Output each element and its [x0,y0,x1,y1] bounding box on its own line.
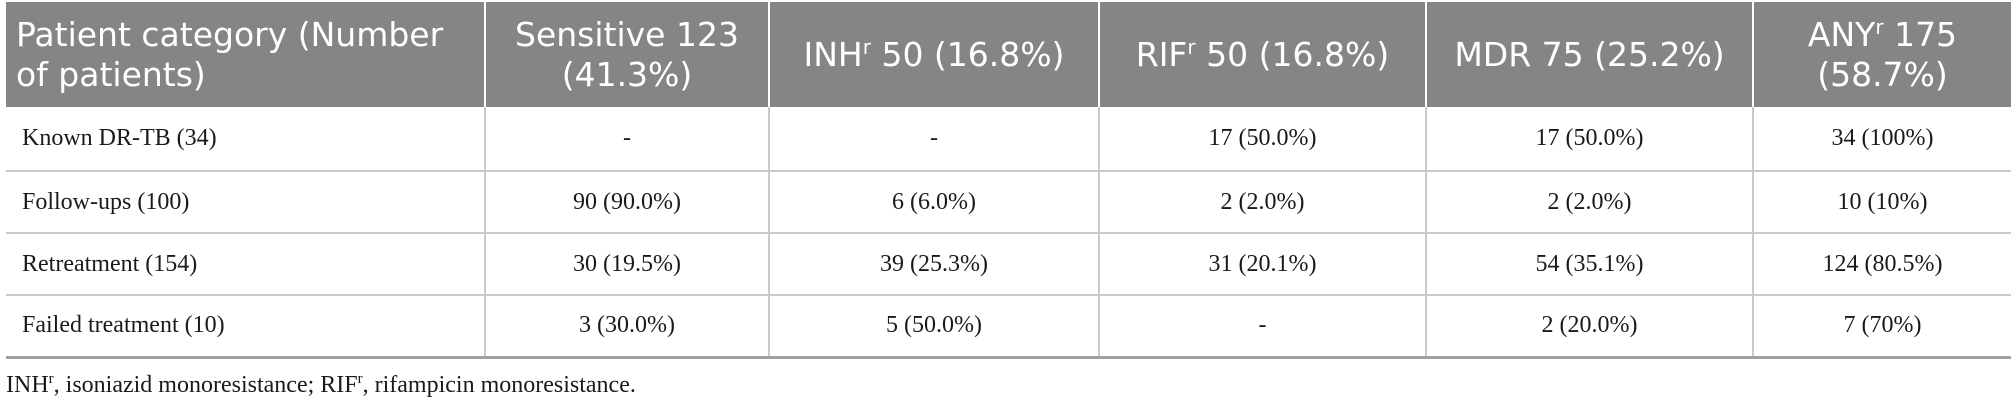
patient-resistance-table: Patient category (Number of patients) Se… [6,2,2011,359]
table-cell: 31 (20.1%) [1099,233,1427,296]
table-cell: 5 (50.0%) [769,295,1100,359]
header-mdr: MDR 75 (25.2%) [1426,2,1754,107]
header-superscript: r [862,34,871,59]
row-label-cell: Known DR-TB (34) [6,107,486,172]
table-cell: 124 (80.5%) [1753,233,2011,296]
table-row: Known DR-TB (34) - - 17 (50.0%) 17 (50.0… [6,107,2011,172]
footnote-text: INH [6,372,49,398]
table-cell: - [485,107,770,172]
row-label-cell: Retreatment (154) [6,233,486,296]
header-text-rest: 50 (16.8%) [1195,34,1390,74]
header-superscript: r [1187,34,1196,59]
table-cell: 3 (30.0%) [485,295,770,359]
table-row: Follow-ups (100) 90 (90.0%) 6 (6.0%) 2 (… [6,171,2011,234]
table-cell: 54 (35.1%) [1426,233,1754,296]
table-cell: - [769,107,1100,172]
header-text-rest: 175 (58.7%) [1817,14,1958,94]
table-cell: 34 (100%) [1753,107,2011,172]
footnote-text: , rifampicin monoresistance. [362,372,636,398]
header-superscript: r [1875,14,1884,39]
table-footnote: INHr, isoniazid monoresistance; RIFr, ri… [6,372,636,399]
table-cell: 2 (2.0%) [1099,171,1427,234]
table-row: Failed treatment (10) 3 (30.0%) 5 (50.0%… [6,295,2011,359]
table-header: Patient category (Number of patients) Se… [6,2,2011,107]
table-row: Retreatment (154) 30 (19.5%) 39 (25.3%) … [6,233,2011,296]
table-cell: 6 (6.0%) [769,171,1100,234]
footnote-text: , isoniazid monoresistance; RIF [53,372,358,398]
table-body: Known DR-TB (34) - - 17 (50.0%) 17 (50.0… [6,107,2011,359]
header-text: INH [803,34,863,74]
table-cell: 30 (19.5%) [485,233,770,296]
table-cell: 2 (20.0%) [1426,295,1754,359]
row-label-cell: Failed treatment (10) [6,295,486,359]
header-text: RIF [1135,34,1188,74]
header-patient-category: Patient category (Number of patients) [6,2,486,107]
table-cell: 10 (10%) [1753,171,2011,234]
header-sensitive: Sensitive 123 (41.3%) [485,2,770,107]
table-cell: 17 (50.0%) [1426,107,1754,172]
header-text-rest: 50 (16.8%) [870,34,1065,74]
footnote-superscript: r [357,371,363,387]
header-row: Patient category (Number of patients) Se… [6,2,2011,107]
data-table-container: Patient category (Number of patients) Se… [6,2,2011,359]
header-text: Patient category (Number of patients) [16,14,444,94]
table-cell: 17 (50.0%) [1099,107,1427,172]
header-any-resistant: ANYr 175 (58.7%) [1753,2,2011,107]
footnote-superscript: r [48,371,54,387]
header-inh-resistant: INHr 50 (16.8%) [769,2,1100,107]
table-cell: 7 (70%) [1753,295,2011,359]
header-text: Sensitive 123 (41.3%) [515,14,739,94]
header-rif-resistant: RIFr 50 (16.8%) [1099,2,1427,107]
header-text: MDR 75 (25.2%) [1454,34,1725,74]
table-cell: - [1099,295,1427,359]
table-cell: 2 (2.0%) [1426,171,1754,234]
table-cell: 90 (90.0%) [485,171,770,234]
header-text: ANY [1807,14,1876,54]
row-label-cell: Follow-ups (100) [6,171,486,234]
table-cell: 39 (25.3%) [769,233,1100,296]
